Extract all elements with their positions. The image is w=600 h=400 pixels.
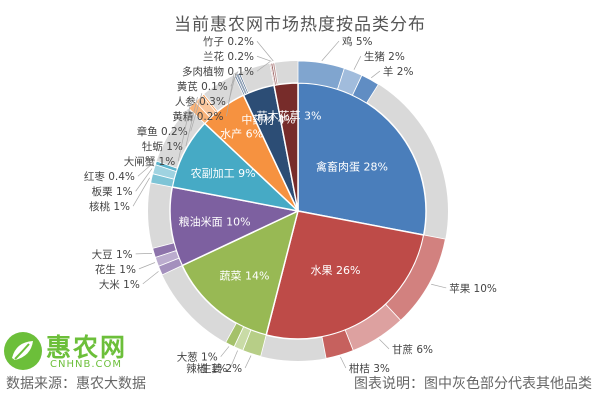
- outer-leader-line-9: [220, 346, 230, 357]
- outer-slice-label-17: 牡蛎 1%: [142, 140, 183, 153]
- logo: 惠农网 CNHNB.COM: [2, 328, 152, 378]
- inner-slice-0: [297, 82, 427, 236]
- outer-slice-label-19: 黄精 0.2%: [172, 110, 223, 123]
- outer-slice-label-18: 章鱼 0.2%: [137, 125, 188, 138]
- outer-slice-23: [272, 62, 279, 86]
- outer-slice-label-9: 大葱 1%: [177, 351, 218, 364]
- outer-slice-label-5: 甘蔗 6%: [392, 343, 433, 356]
- outer-leader-line-7: [244, 355, 252, 369]
- outer-slice-label-13: 核桃 1%: [89, 200, 130, 213]
- outer-leader-line-13: [132, 177, 150, 207]
- inner-slice-label-7: 苗木花草 3%: [256, 109, 321, 122]
- outer-slice-18: [201, 93, 219, 113]
- outer-slice-21: [237, 72, 249, 95]
- outer-leader-line-4: [431, 283, 447, 289]
- outer-leader-line-0: [256, 61, 271, 72]
- outer-slice-label-21: 黄芪 0.1%: [177, 80, 228, 93]
- logo-text: 惠农网: [46, 333, 128, 362]
- outer-leader-line-16: [177, 103, 191, 162]
- outer-leader-line-15: [137, 161, 155, 177]
- outer-slice-label-6: 柑桔 3%: [349, 362, 390, 375]
- outer-slice-label-3: 羊 2%: [383, 65, 414, 78]
- outer-slice-label-8: 辣椒 1%: [186, 362, 227, 375]
- outer-slice-12: [152, 242, 177, 258]
- outer-leader-line-22: [256, 55, 272, 62]
- outer-slice-6: [321, 329, 354, 359]
- outer-leader-line-17: [185, 96, 198, 147]
- outer-slice-label-16: 大闸蟹 1%: [124, 155, 176, 168]
- outer-slice-label-14: 板栗 1%: [92, 185, 133, 198]
- inner-slice-label-4: 农副加工 9%: [191, 166, 256, 180]
- outer-slice-label-12: 大豆 1%: [92, 248, 133, 261]
- outer-slice-label-7: 生姜 2%: [201, 362, 242, 375]
- outer-slice-label-2: 生猪 2%: [364, 50, 405, 63]
- outer-leader-line-18: [190, 93, 203, 132]
- outer-slice-label-10: 大米 1%: [99, 278, 140, 291]
- outer-leader-line-3: [371, 70, 381, 79]
- outer-slice-label-23: 竹子 0.2%: [203, 35, 254, 48]
- outer-slice-3: [351, 74, 379, 104]
- inner-slice-label-5: 水产 6%: [220, 126, 263, 140]
- logo-leaf-icon: [4, 332, 42, 370]
- outer-slice-label-1: 鸡 5%: [342, 35, 373, 48]
- inner-slice-label-6: 中药材 4%: [241, 113, 295, 127]
- outer-slice-15: [154, 160, 178, 172]
- outer-slice-label-22: 兰花 0.2%: [203, 50, 254, 63]
- inner-slice-label-1: 水果 26%: [311, 264, 361, 277]
- outer-slice-label-20: 人参 0.3%: [175, 95, 226, 108]
- outer-leader-line-8: [229, 350, 238, 369]
- outer-slice-label-15: 红枣 0.4%: [84, 170, 135, 183]
- outer-leader-line-11: [138, 262, 156, 270]
- chart-explanation-note: 图表说明：图中灰色部分代表其他品类: [354, 376, 592, 392]
- outer-slice-label-4: 苹果 10%: [449, 282, 497, 295]
- data-source-note: 数据来源：惠农大数据: [6, 376, 146, 392]
- outer-leader-line-19: [226, 73, 235, 117]
- inner-slice-label-3: 粮油米面 10%: [179, 215, 251, 229]
- logo-url: CNHNB.COM: [50, 359, 122, 370]
- inner-slice-label-2: 蔬菜 14%: [219, 270, 269, 283]
- outer-leader-line-23: [256, 41, 274, 62]
- outer-leader-line-5: [379, 339, 390, 350]
- outer-slice-9: [225, 322, 245, 348]
- chart-title: 当前惠农网市场热度按品类分布: [174, 15, 426, 35]
- outer-slice-label-0: 多肉植物 0.1%: [182, 65, 254, 78]
- outer-leader-line-1: [321, 40, 340, 62]
- outer-leader-line-14: [135, 168, 153, 192]
- outer-leader-line-6: [340, 356, 347, 369]
- outer-leader-line-2: [353, 55, 362, 70]
- outer-leader-line-10: [142, 271, 159, 285]
- outer-slice-label-11: 花生 1%: [95, 263, 136, 276]
- inner-slice-label-0: 禽畜肉蛋 28%: [316, 159, 388, 173]
